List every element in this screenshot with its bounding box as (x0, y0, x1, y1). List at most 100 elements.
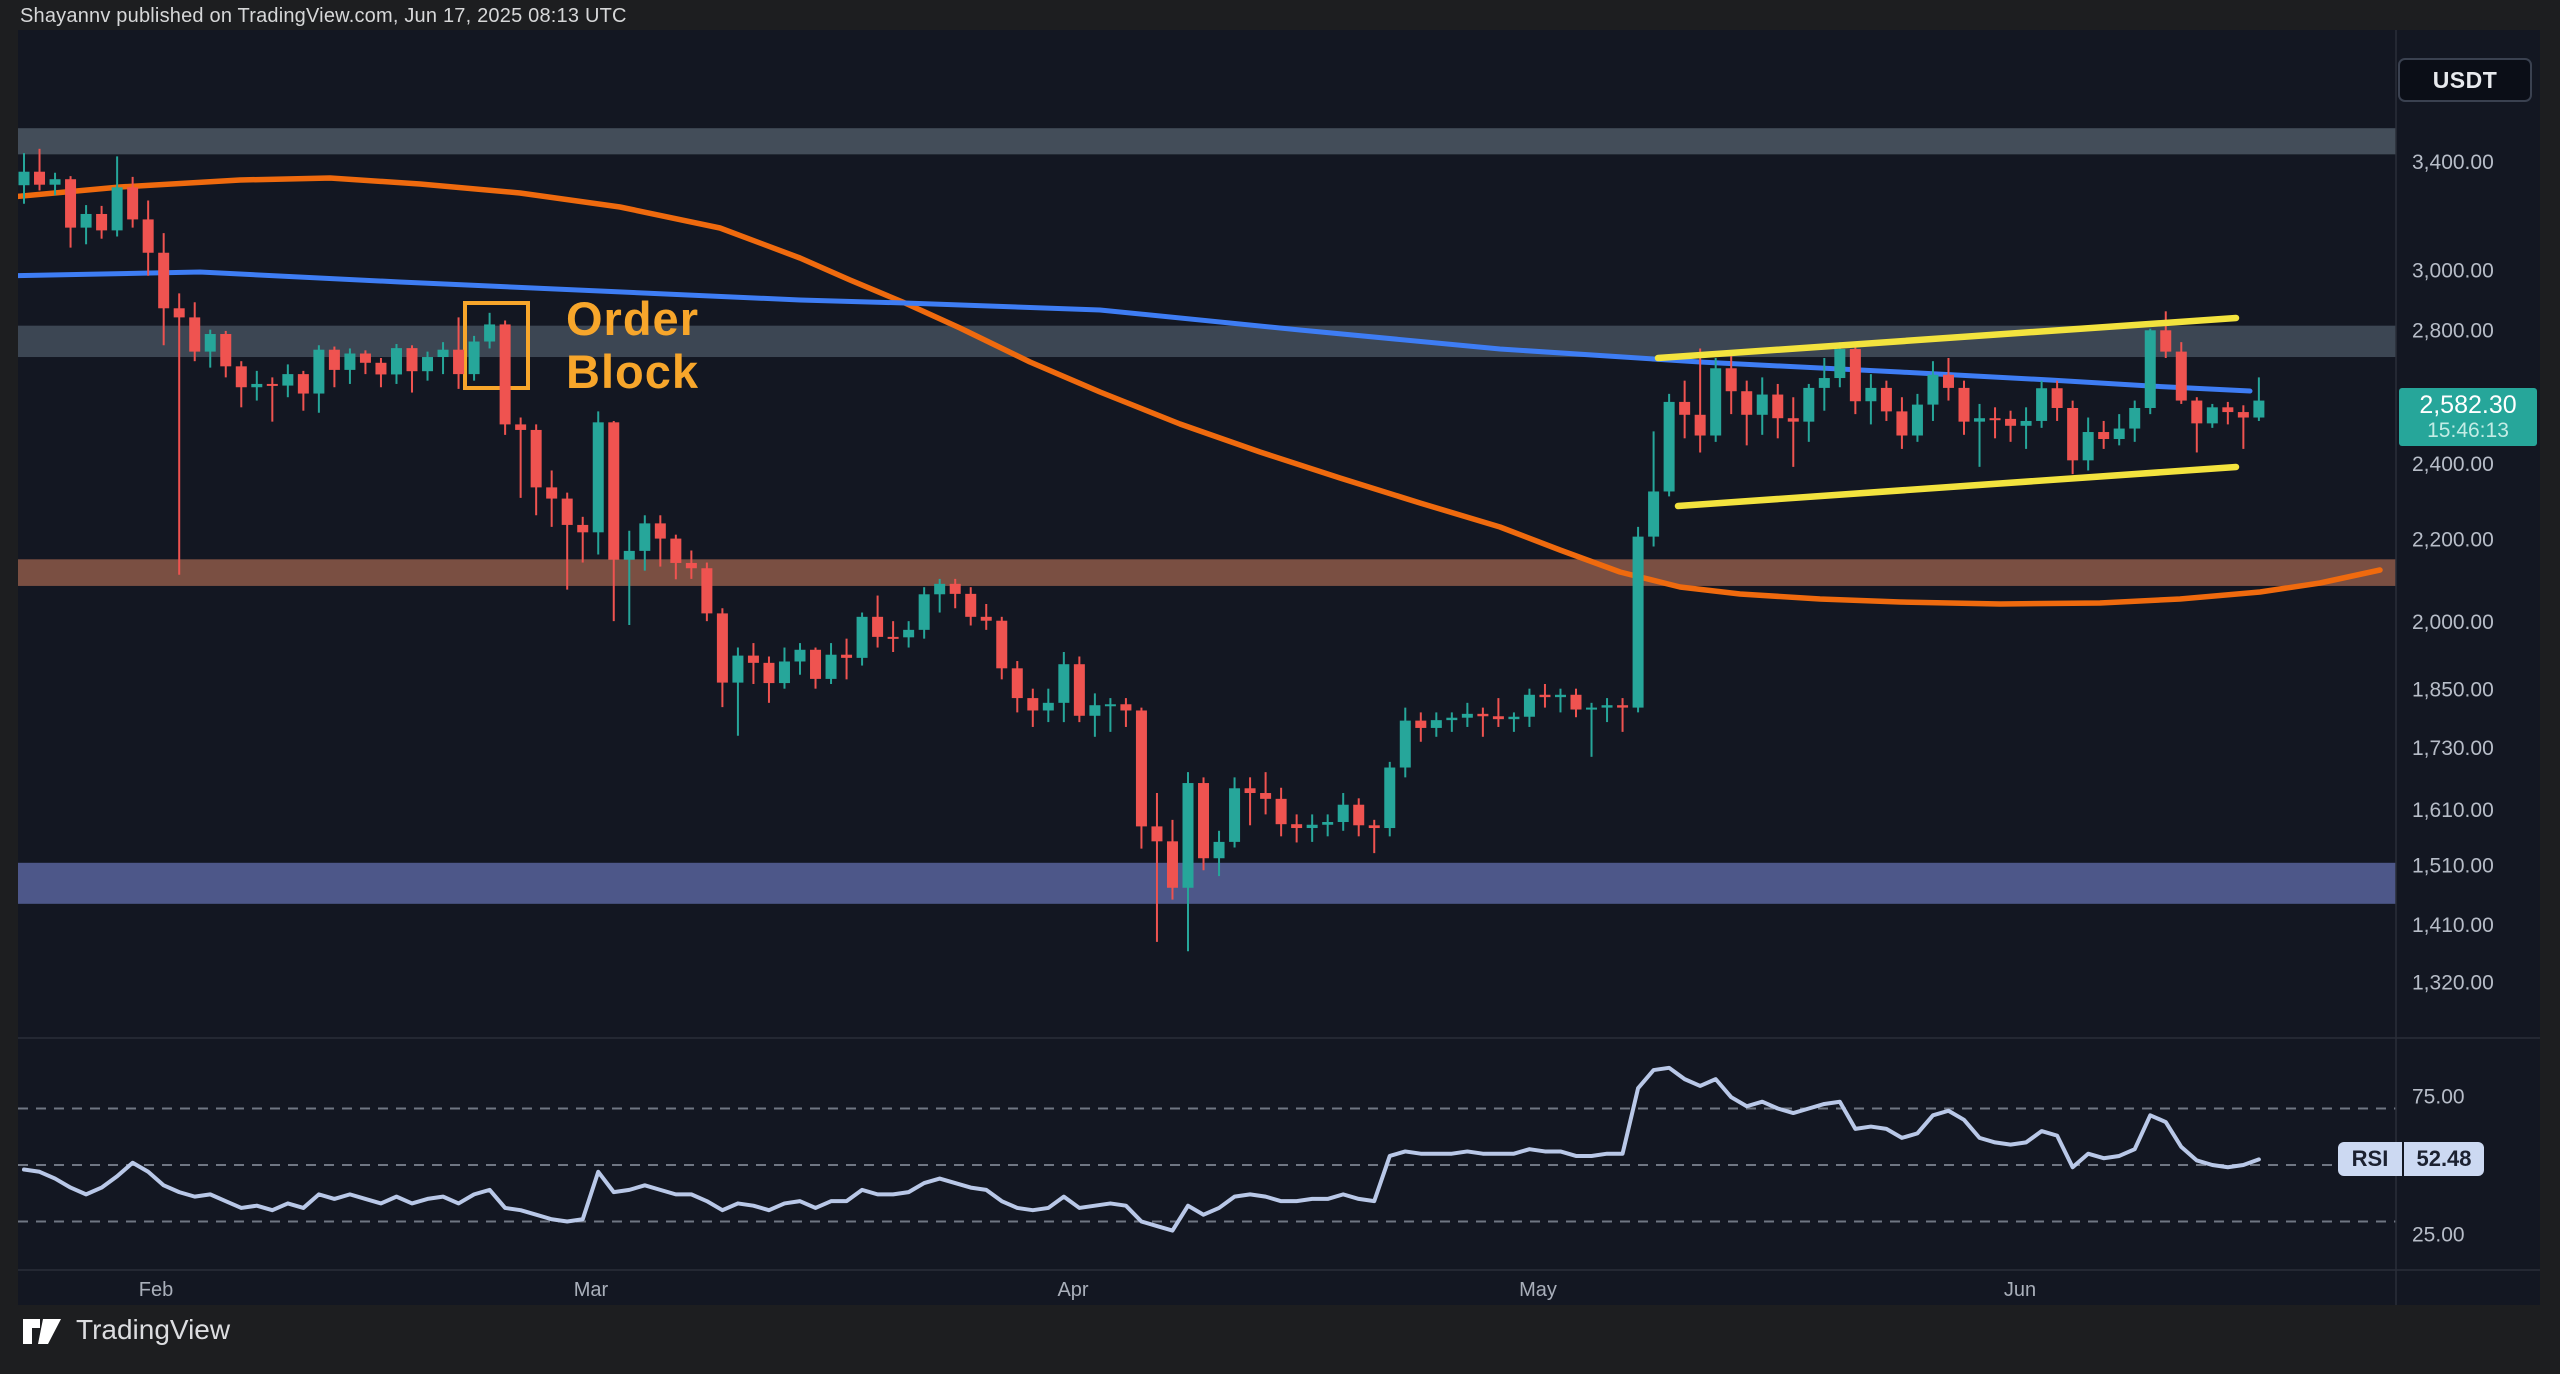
candle-down (96, 213, 108, 231)
price-pane[interactable] (18, 128, 2396, 952)
candle-up (2082, 432, 2094, 461)
upper-channel-trendline[interactable] (1654, 314, 2240, 362)
candle-down (1477, 713, 1489, 717)
candle-up (1648, 491, 1660, 537)
candle-up (1446, 717, 1458, 721)
candle-up (1104, 704, 1116, 707)
candle-down (127, 187, 139, 220)
candle-down (841, 654, 853, 658)
candle-up (732, 655, 744, 683)
candle-down (716, 613, 728, 683)
candle-up (2253, 400, 2265, 418)
price-tick-label: 1,610.00 (2412, 799, 2494, 822)
rsi-indicator-badge[interactable]: RSI 52.48 (2338, 1142, 2484, 1176)
candle-down (1353, 804, 1365, 826)
tradingview-logo-text: TradingView (76, 1314, 231, 1345)
candle-down (515, 424, 527, 430)
candle-down (2051, 388, 2063, 408)
candle-up (934, 583, 946, 595)
lower-channel-trendline[interactable] (1674, 463, 2240, 510)
candle-down (2237, 412, 2249, 418)
candle-down (1198, 783, 1210, 859)
chart-surface[interactable]: 3,400.00 3,000.00 2,800.00 2,400.00 2,200.00… (18, 30, 2540, 1305)
candle-down (499, 324, 511, 425)
price-tick-label: 3,000.00 (2412, 259, 2494, 282)
candle-down (142, 219, 154, 253)
candle-down (173, 308, 185, 318)
candle-up (1182, 783, 1194, 888)
tradingview-attribution[interactable]: TradingView (20, 1313, 230, 1347)
price-tick-label: 2,400.00 (2412, 453, 2494, 476)
candle-down (34, 171, 46, 185)
candle-up (437, 349, 449, 358)
candle-down (1415, 720, 1427, 728)
month-tick-label: Jun (2004, 1279, 2036, 1301)
candle-up (1430, 720, 1442, 728)
candle-down (670, 538, 682, 563)
candle-up (1974, 418, 1986, 422)
month-tick-label: Apr (1057, 1279, 1088, 1301)
candle-down (1166, 841, 1178, 888)
candle-down (577, 524, 589, 533)
candle-up (623, 550, 635, 560)
candle-up (1803, 387, 1815, 422)
candle-up (1058, 664, 1070, 703)
candle-up (2036, 388, 2048, 421)
candle-down (1896, 411, 1908, 436)
candle-down (65, 179, 77, 228)
rsi-indicator-value: 52.48 (2416, 1146, 2472, 1171)
candle-down (1073, 664, 1085, 716)
candle-up (903, 629, 915, 638)
candle-up (282, 374, 294, 386)
month-tick-label: Feb (139, 1279, 173, 1301)
candle-up (1601, 705, 1613, 708)
candle-up (1632, 536, 1644, 708)
candle-up (2206, 407, 2218, 424)
rsi-line (22, 1065, 2261, 1233)
candle-down (266, 383, 278, 386)
candle-up (1213, 841, 1225, 859)
candle-up (2144, 330, 2156, 408)
candle-up (918, 594, 930, 630)
candle-down (297, 374, 309, 394)
order-block-rect[interactable] (463, 301, 530, 390)
candle-down (375, 362, 387, 375)
candle-up (1756, 394, 1768, 415)
candle-up (1322, 822, 1334, 825)
candle-down (654, 523, 666, 539)
candle-down (980, 616, 992, 621)
last-price-value: 2,582.30 (2419, 391, 2517, 420)
candle-up (1399, 720, 1411, 768)
candle-down (2175, 351, 2187, 401)
candle-down (359, 353, 371, 363)
candle-down (1135, 710, 1147, 827)
candle-up (639, 523, 651, 551)
candle-down (1741, 391, 1753, 415)
candle-down (2191, 400, 2203, 424)
price-tick-label: 2,800.00 (2412, 319, 2494, 342)
publish-caption: Shayannv published on TradingView.com, J… (20, 5, 627, 27)
zone-resistance-3400 (18, 128, 2396, 155)
candle-up (80, 213, 92, 228)
chart-panel: 3,400.00 3,000.00 2,800.00 2,400.00 2,200.00… (18, 30, 2540, 1305)
candle-down (1260, 793, 1272, 799)
candle-down (1772, 394, 1784, 419)
candle-up (390, 348, 402, 375)
candle-down (965, 593, 977, 617)
rsi-pane[interactable] (18, 1065, 2396, 1233)
candle-up (825, 654, 837, 679)
candle-up (1586, 707, 1598, 710)
candle-up (49, 179, 61, 185)
order-block-label[interactable]: Order Block (566, 292, 699, 398)
candle-up (1663, 401, 1675, 492)
candle-up (344, 353, 356, 370)
price-tick-label: 2,200.00 (2412, 528, 2494, 551)
candle-down (546, 487, 558, 499)
candle-down (685, 562, 697, 569)
candle-down (763, 662, 775, 684)
candle-down (810, 649, 822, 679)
zone-support-2100 (18, 559, 2396, 586)
candle-down (2160, 330, 2172, 352)
candle-up (794, 649, 806, 662)
candle-down (2067, 407, 2079, 461)
